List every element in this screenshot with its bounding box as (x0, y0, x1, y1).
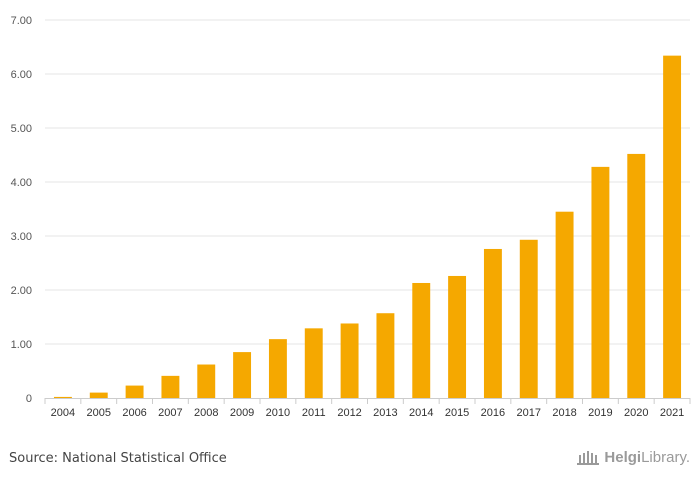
bar-2017 (519, 239, 538, 398)
x-tick-label: 2012 (337, 407, 361, 419)
x-tick-label: 2016 (481, 407, 505, 419)
library-icon (577, 451, 600, 465)
x-tick-label: 2005 (87, 407, 111, 419)
x-tick-label: 2021 (660, 407, 684, 419)
x-tick-label: 2011 (302, 407, 326, 419)
y-tick-label: 7.00 (11, 15, 32, 27)
x-axis-ticks: 2004 2005 2006 2007 2008 2009 2010 2011 2012 2013… (44, 398, 691, 419)
logo-text-light: Library. (641, 448, 690, 466)
source-note: Source: National Statistical Office (9, 451, 227, 466)
bar-2009 (233, 352, 252, 398)
bar-2011 (304, 328, 323, 398)
y-tick-label: 3.00 (11, 231, 32, 243)
bar-2020 (627, 153, 646, 398)
y-tick-label: 0 (26, 393, 32, 405)
bar-2016 (483, 248, 502, 398)
x-tick-label: 2020 (624, 407, 648, 419)
bar-2004 (53, 396, 72, 398)
y-tick-label: 5.00 (11, 123, 32, 135)
y-tick-label: 4.00 (11, 177, 32, 189)
x-tick-label: 2013 (373, 407, 397, 419)
x-tick-label: 2009 (230, 407, 254, 419)
x-tick-label: 2015 (445, 407, 469, 419)
y-axis-ticks: 0 1.00 2.00 3.00 4.00 5.00 6.00 7.00 (11, 15, 32, 405)
bar-2012 (340, 323, 359, 398)
bar-chart: 01.002.003.004.005.006.007.00 2004 2005 20… (11, 15, 691, 419)
bar-2019 (591, 166, 610, 398)
bar-2007 (161, 375, 180, 398)
x-tick-label: 2006 (122, 407, 146, 419)
bar-2014 (412, 282, 431, 398)
x-tick-label: 2018 (552, 407, 576, 419)
bar-2018 (555, 211, 574, 398)
x-tick-label: 2019 (588, 407, 612, 419)
bar-2008 (197, 364, 216, 398)
x-tick-label: 2008 (194, 407, 218, 419)
y-tick-label: 2.00 (11, 285, 32, 297)
x-tick-label: 2004 (51, 407, 75, 419)
bar-2010 (268, 339, 287, 398)
bar-2005 (89, 392, 108, 398)
x-tick-label: 2014 (409, 407, 433, 419)
logo-text-bold: Helgi (604, 448, 642, 466)
bar-2021 (663, 55, 682, 398)
y-tick-label: 1.00 (11, 339, 32, 351)
bar-2013 (376, 313, 395, 398)
x-tick-label: 2007 (158, 407, 182, 419)
x-tick-label: 2010 (266, 407, 290, 419)
helgi-library-logo: HelgiLibrary. (576, 448, 690, 466)
grid-lines (45, 19, 690, 345)
bar-2015 (448, 275, 467, 398)
bar-2006 (125, 385, 144, 398)
bars (53, 55, 682, 398)
x-tick-label: 2017 (517, 407, 541, 419)
y-tick-label: 6.00 (11, 69, 32, 81)
